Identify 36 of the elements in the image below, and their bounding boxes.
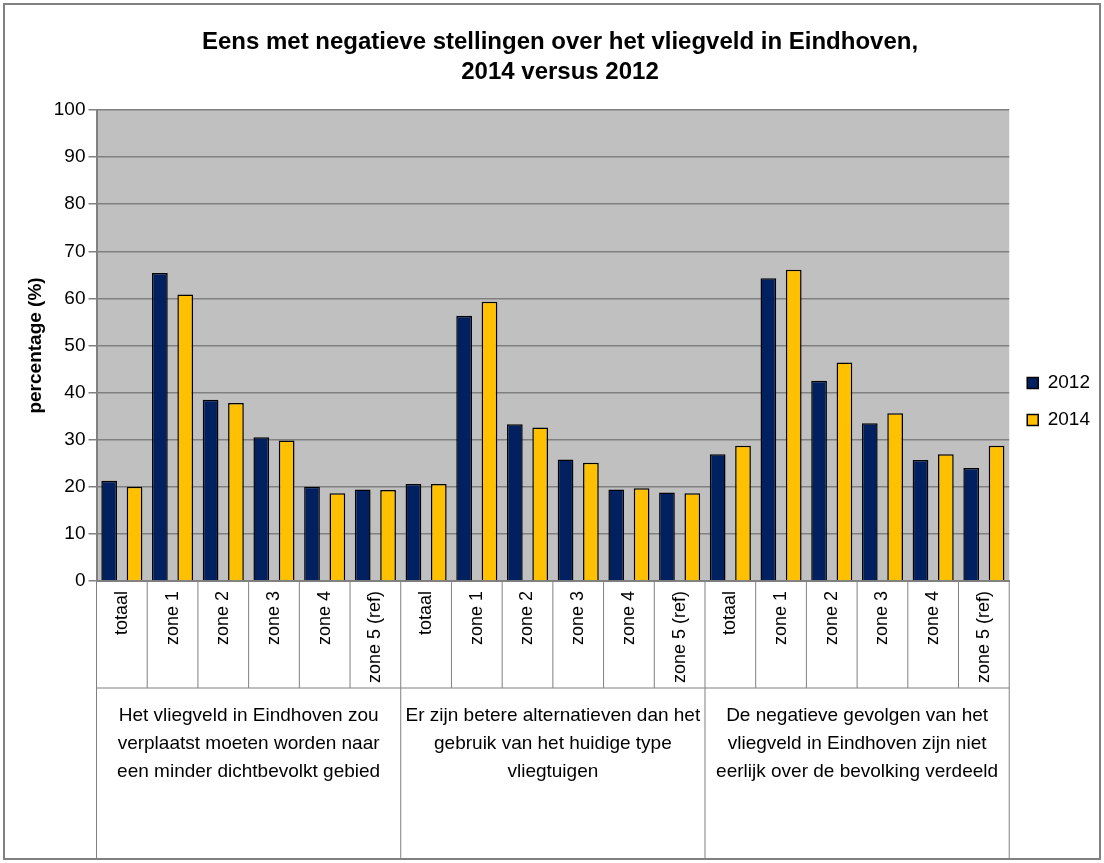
y-tick-label: 70: [64, 239, 86, 261]
x-tick-label: zone 4: [313, 590, 334, 646]
x-tick-label: zone 1: [770, 590, 791, 646]
y-tick-label: 20: [64, 475, 86, 496]
x-tick-label: zone 3: [567, 590, 588, 646]
y-tick-label: 50: [64, 333, 86, 355]
y-tick-label: 100: [53, 98, 86, 120]
x-tick-label: totaal: [110, 590, 131, 636]
x-tick-label: zone 2: [516, 590, 537, 646]
y-tick-label: 30: [64, 427, 86, 449]
x-tick-label: totaal: [719, 590, 740, 636]
y-axis-title: percentage (%): [23, 277, 45, 414]
y-tick-label: 90: [64, 145, 86, 167]
y-tick-label: 40: [64, 380, 86, 402]
text: Er zijn betere alternatieven dan het gebruik van het huidige type vliegtuigen: [405, 704, 701, 782]
text: De negatieve gevolgen van het vliegveld in Eindhoven zijn niet eerlijk over de bevolking verdeeld: [716, 704, 999, 782]
x-tick-label: zone 1: [161, 590, 182, 646]
y-tick-label: 0: [74, 569, 86, 591]
x-tick-label: zone 5 (ref): [972, 590, 993, 684]
legend-label: 2014: [1047, 408, 1091, 430]
x-tick-label: zone 2: [820, 590, 841, 646]
chart-title: Eens met negatieve stellingen over het vliegveld in Eindhoven, 2014 versus 2012: [201, 26, 919, 84]
x-tick-label: zone 5 (ref): [668, 590, 689, 684]
y-tick-label: 10: [64, 522, 86, 544]
x-tick-label: zone 1: [465, 590, 486, 646]
x-tick-label: zone 4: [617, 590, 638, 646]
x-tick-label: zone 4: [922, 590, 943, 646]
y-tick-label: 60: [64, 286, 86, 308]
y-tick-label: 80: [64, 192, 86, 214]
x-tick-label: totaal: [415, 590, 436, 636]
x-tick-label: zone 3: [262, 590, 283, 646]
x-tick-label: zone 5 (ref): [364, 590, 385, 684]
legend-label: 2012: [1047, 371, 1091, 393]
text: Het vliegveld in Eindhoven zou verplaatst moeten worden naar een minder dichtbevolkt gebied: [117, 704, 381, 782]
x-tick-label: zone 2: [212, 590, 233, 646]
x-tick-label: zone 3: [871, 590, 892, 646]
